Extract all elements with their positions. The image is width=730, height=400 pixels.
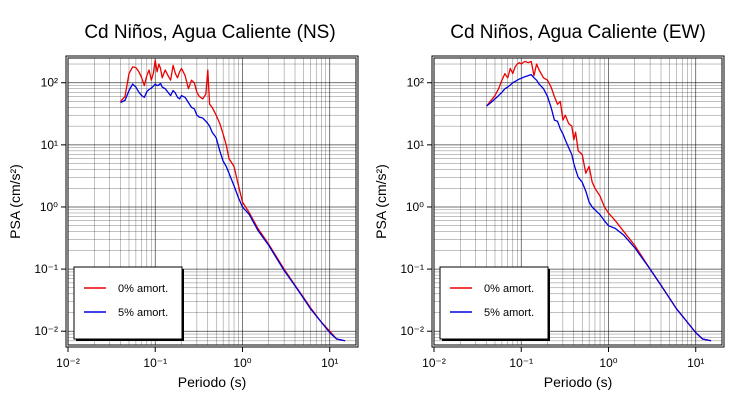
y-tick-label: 10⁰ bbox=[40, 200, 58, 214]
series-line-0pct bbox=[120, 59, 346, 342]
chart-title: Cd Niños, Agua Caliente (NS) bbox=[84, 22, 335, 43]
axes-frame-outer bbox=[65, 55, 359, 348]
legend-box bbox=[73, 266, 183, 340]
y-axis-label: PSA (cm/s²) bbox=[373, 164, 389, 239]
y-tick-label: 10⁻¹ bbox=[34, 262, 58, 276]
y-tick-label: 10¹ bbox=[41, 138, 58, 152]
legend-label-0pct: 0% amort. bbox=[484, 283, 534, 295]
legend-label-5pct: 5% amort. bbox=[484, 307, 534, 319]
x-tick-label: 10¹ bbox=[687, 356, 704, 370]
y-tick-label: 10² bbox=[41, 76, 58, 90]
legend-box bbox=[439, 266, 549, 340]
x-tick-label: 10⁻¹ bbox=[143, 356, 167, 370]
x-tick-label: 10⁰ bbox=[233, 356, 251, 370]
y-tick-label: 10⁰ bbox=[406, 200, 424, 214]
y-tick-label: 10² bbox=[407, 76, 424, 90]
chart-panel-ns: 10⁻² 10⁻¹ 10⁰ 10¹ 10⁻² 10⁻¹ 10⁰ 10¹ 10² Cd Niños,… bbox=[7, 22, 359, 390]
axes-frame-outer bbox=[431, 55, 725, 348]
x-tick-label: 10⁰ bbox=[599, 356, 617, 370]
x-axis-label: Periodo (s) bbox=[178, 374, 246, 390]
x-tick-label: 10⁻² bbox=[422, 356, 446, 370]
y-tick-label: 10⁻¹ bbox=[400, 262, 424, 276]
chart-title: Cd Niños, Agua Caliente (EW) bbox=[450, 22, 706, 43]
x-axis-label: Periodo (s) bbox=[544, 374, 612, 390]
y-tick-label: 10¹ bbox=[407, 138, 424, 152]
axes-frame bbox=[433, 57, 723, 346]
y-tick-label: 10⁻² bbox=[34, 324, 58, 338]
legend-label-0pct: 0% amort. bbox=[118, 283, 168, 295]
axes-frame bbox=[67, 57, 357, 346]
series-line-5pct bbox=[120, 82, 346, 342]
x-tick-label: 10⁻¹ bbox=[509, 356, 533, 370]
y-axis-label: PSA (cm/s²) bbox=[7, 164, 23, 239]
x-tick-label: 10⁻² bbox=[56, 356, 80, 370]
series-line-5pct bbox=[486, 73, 712, 342]
series-line-0pct bbox=[485, 60, 712, 342]
legend-label-5pct: 5% amort. bbox=[118, 307, 168, 319]
chart-panel-ew: 10⁻² 10⁻¹ 10⁰ 10¹ 10⁻² 10⁻¹ 10⁰ 10¹ 10² Cd Niños,… bbox=[373, 22, 725, 390]
y-tick-label: 10⁻² bbox=[400, 324, 424, 338]
x-tick-label: 10¹ bbox=[321, 356, 338, 370]
